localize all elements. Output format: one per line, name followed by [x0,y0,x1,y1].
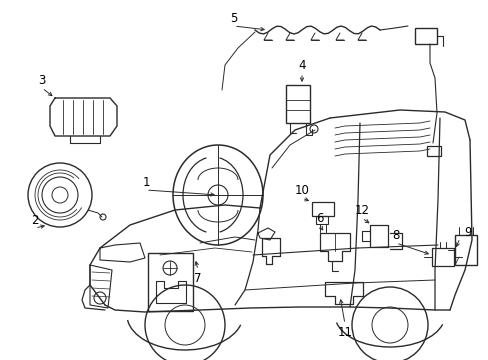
Text: 12: 12 [354,203,369,216]
Text: 6: 6 [316,212,323,225]
Bar [285,85,309,123]
Text: 10: 10 [294,184,309,197]
Text: 8: 8 [391,229,399,242]
Bar [414,28,436,44]
Text: 7: 7 [194,271,202,284]
Bar [311,202,333,216]
Text: 3: 3 [38,73,45,86]
Text: 5: 5 [230,12,237,24]
Bar [454,235,476,265]
Bar [315,216,327,224]
Text: 9: 9 [463,225,471,239]
Text: 4: 4 [298,59,305,72]
Text: 2: 2 [31,213,39,226]
Text: 11: 11 [337,325,352,338]
Text: 1: 1 [142,176,149,189]
Bar [426,146,440,156]
Bar [148,253,193,311]
